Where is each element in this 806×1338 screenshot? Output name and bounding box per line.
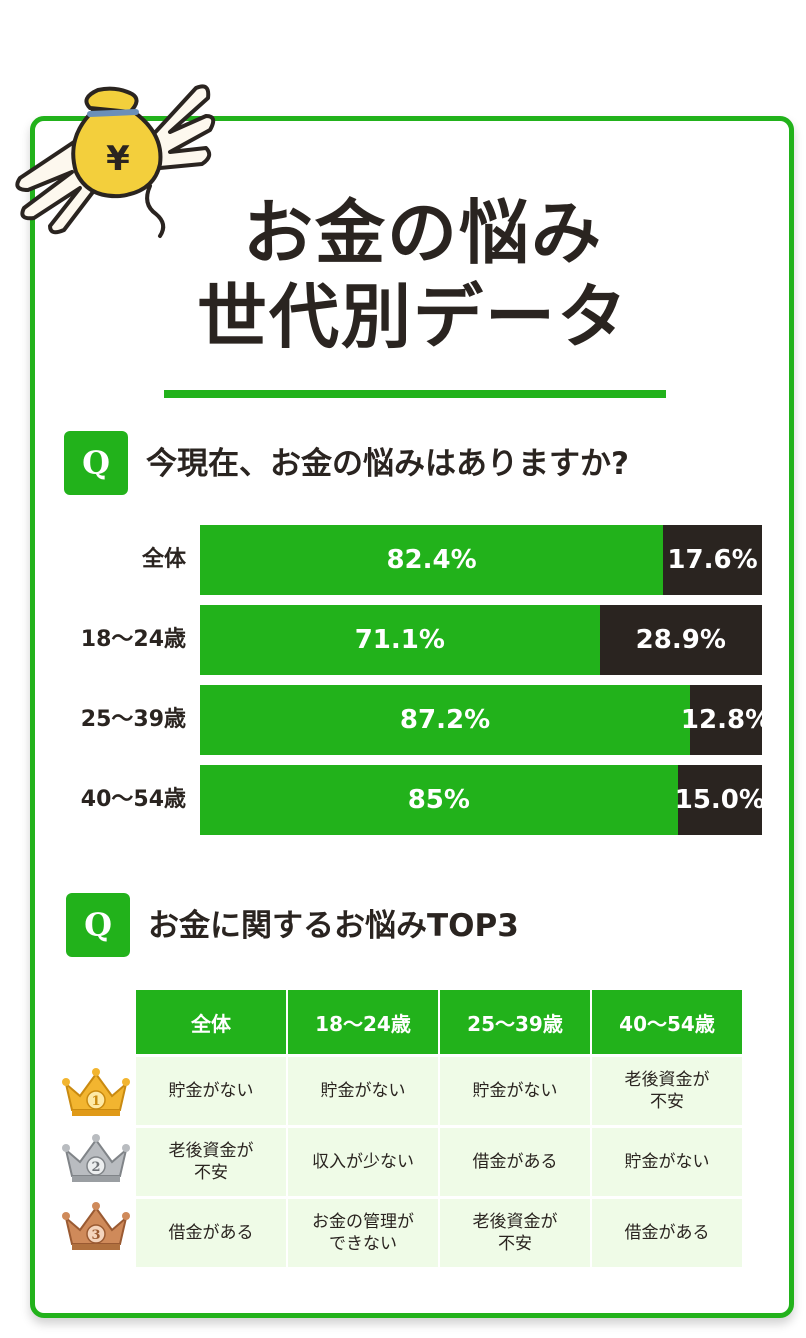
bar-row: 82.4% 17.6%	[200, 525, 762, 595]
bar-data-label: 15.0%	[674, 785, 765, 815]
bar-data-label: 28.9%	[635, 625, 726, 655]
question-2-text: お金に関するお悩みTOP3	[148, 908, 519, 944]
table-cell: 借金がある	[136, 1199, 286, 1267]
column-header: 18〜24歳	[288, 990, 438, 1054]
bar-category-label: 全体	[141, 547, 186, 572]
bar-row: 71.1% 28.9%	[200, 605, 762, 675]
bar-data-label: 87.2%	[399, 705, 491, 735]
column-header: 40〜54歳	[592, 990, 742, 1054]
bar-data-label: 71.1%	[354, 625, 445, 655]
bar-category-label: 18〜24歳	[80, 627, 186, 652]
table-cell: 老後資金が 不安	[592, 1057, 742, 1125]
bar-segment-no: 15.0%	[674, 765, 765, 835]
table-cell: 貯金がない	[288, 1057, 438, 1125]
table-cell: 貯金がない	[440, 1057, 590, 1125]
table-row: 老後資金が 不安 収入が少ない 借金がある 貯金がない	[136, 1128, 742, 1196]
page-title-line2: 世代別データ	[197, 276, 629, 358]
bronze-crown-icon: 3	[62, 1202, 130, 1250]
column-header: 全体	[136, 990, 286, 1054]
bar-segment-yes: 85%	[200, 765, 678, 835]
svg-text:¥: ¥	[106, 139, 130, 179]
svg-text:3: 3	[91, 1228, 100, 1243]
table-header-row: 全体 18〜24歳 25〜39歳 40〜54歳	[136, 990, 742, 1054]
bar-row: 85% 15.0%	[200, 765, 765, 835]
page-title-line1: お金の悩み	[243, 192, 603, 274]
silver-crown-icon: 2	[62, 1134, 130, 1182]
table-cell: 貯金がない	[592, 1128, 742, 1196]
bar-data-label: 82.4%	[386, 545, 477, 575]
bar-segment-no: 17.6%	[663, 525, 762, 595]
svg-text:2: 2	[91, 1160, 100, 1175]
table-cell: お金の管理が できない	[288, 1199, 438, 1267]
bar-segment-yes: 71.1%	[200, 605, 600, 675]
bar-segment-yes: 87.2%	[200, 685, 691, 755]
question-badge: Q	[64, 431, 128, 495]
svg-text:1: 1	[91, 1094, 100, 1109]
bar-segment-no: 28.9%	[599, 605, 762, 675]
title-underline	[164, 390, 666, 398]
top3-table: 全体 18〜24歳 25〜39歳 40〜54歳 貯金がない 貯金がない 貯金がな…	[134, 987, 744, 1270]
table-row: 貯金がない 貯金がない 貯金がない 老後資金が 不安	[136, 1057, 742, 1125]
bar-segment-no: 12.8%	[681, 685, 771, 755]
question-1-text: 今現在、お金の悩みはありますか?	[146, 446, 629, 482]
table-cell: 老後資金が 不安	[136, 1128, 286, 1196]
bar-segment-yes: 82.4%	[200, 525, 664, 595]
bar-category-label: 40〜54歳	[80, 787, 186, 812]
flying-money-bag-icon: ¥	[15, 84, 216, 238]
table-cell: 収入が少ない	[288, 1128, 438, 1196]
bar-data-label: 85%	[407, 785, 470, 815]
bar-data-label: 12.8%	[680, 705, 772, 735]
question-badge: Q	[66, 893, 130, 957]
column-header: 25〜39歳	[440, 990, 590, 1054]
table-row: 借金がある お金の管理が できない 老後資金が 不安 借金がある	[136, 1199, 742, 1267]
bar-data-label: 17.6%	[667, 545, 758, 575]
bar-category-label: 25〜39歳	[80, 707, 186, 732]
bar-row: 87.2% 12.8%	[200, 685, 771, 755]
table-cell: 借金がある	[592, 1199, 742, 1267]
table-cell: 貯金がない	[136, 1057, 286, 1125]
table-cell: 老後資金が 不安	[440, 1199, 590, 1267]
gold-crown-icon: 1	[62, 1068, 130, 1116]
table-cell: 借金がある	[440, 1128, 590, 1196]
